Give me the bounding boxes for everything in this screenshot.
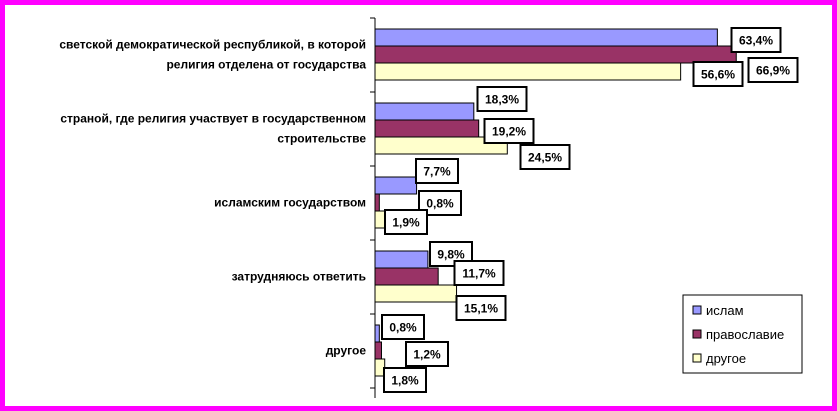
data-label-text: 1,8% <box>391 374 419 388</box>
data-label-box <box>405 341 449 367</box>
data-label: 0,8% <box>418 190 462 216</box>
category-labels: светской демократической республикой, в … <box>59 38 366 358</box>
data-label-box <box>455 295 507 321</box>
legend-swatch <box>692 305 702 315</box>
data-label-box <box>381 314 425 340</box>
bar-islam <box>374 324 380 343</box>
bar-islam <box>374 176 418 195</box>
category-axis <box>370 17 376 398</box>
category-label: затрудняюсь ответить <box>232 270 366 284</box>
data-label-box <box>476 86 528 112</box>
bar-islam <box>374 102 475 121</box>
bar-orthodoxy <box>374 119 480 138</box>
data-label-text: 1,9% <box>392 216 420 230</box>
data-label-box <box>415 158 459 184</box>
category-label: страной, где религия участвует в государ… <box>60 112 366 126</box>
data-label-box <box>383 367 427 393</box>
data-label-text: 18,3% <box>485 93 519 107</box>
data-label: 56,6% <box>692 61 744 87</box>
category-label: светской демократической республикой, в … <box>59 38 366 52</box>
data-label-box <box>519 144 571 170</box>
data-label-text: 11,7% <box>462 267 496 281</box>
legend-label: ислам <box>706 303 744 318</box>
legend-box <box>682 294 803 374</box>
data-label: 15,1% <box>455 295 507 321</box>
data-label-box <box>418 190 462 216</box>
data-label-text: 0,8% <box>389 321 417 335</box>
data-label-text: 15,1% <box>464 302 498 316</box>
data-label-box <box>730 27 782 53</box>
data-labels: 63,4% 66,9% 56,6% 18,3% 19,2%24,5% 7,7% 0,8% 1,… <box>381 27 799 393</box>
bar-orthodoxy <box>374 267 439 286</box>
data-label-box <box>453 260 505 286</box>
category-label: другое <box>326 344 367 358</box>
data-label-box <box>483 118 535 144</box>
data-label-box <box>384 209 428 235</box>
legend-label: православие <box>706 327 784 342</box>
bar-orthodoxy <box>374 45 737 64</box>
bar-other <box>374 210 386 229</box>
data-label-box <box>747 57 799 83</box>
bar-other <box>374 62 682 81</box>
bars-layer <box>374 28 737 377</box>
legend-swatch <box>692 353 702 363</box>
bar-islam <box>374 28 718 47</box>
bar-other <box>374 284 458 303</box>
data-label-text: 56,6% <box>701 68 735 82</box>
category-label: исламским государством <box>214 196 366 210</box>
data-label-text: 1,2% <box>413 348 441 362</box>
data-label: 63,4% <box>730 27 782 53</box>
data-label: 1,2% <box>405 341 449 367</box>
category-label: религия отделена от государства <box>166 58 366 72</box>
data-label: 24,5% <box>519 144 571 170</box>
bar-orthodoxy <box>374 193 380 212</box>
data-label-text: 7,7% <box>423 165 451 179</box>
data-label: 19,2% <box>483 118 535 144</box>
data-label-text: 9,8% <box>437 248 465 262</box>
legend-swatch <box>692 329 702 339</box>
data-label-text: 63,4% <box>739 34 773 48</box>
legend-label: другое <box>706 351 746 366</box>
data-label-box <box>692 61 744 87</box>
category-label: строительстве <box>277 132 366 146</box>
data-label: 7,7% <box>415 158 459 184</box>
data-label: 0,8% <box>381 314 425 340</box>
data-label-text: 0,8% <box>426 197 454 211</box>
data-label-text: 66,9% <box>756 64 790 78</box>
legend: ислам православие другое <box>682 294 803 374</box>
data-label: 1,9% <box>384 209 428 235</box>
data-label: 66,9% <box>747 57 799 83</box>
data-label: 11,7% <box>453 260 505 286</box>
data-label-text: 19,2% <box>492 125 526 139</box>
bar-islam <box>374 250 429 269</box>
data-label-text: 24,5% <box>528 151 562 165</box>
bar-orthodoxy <box>374 341 382 360</box>
data-label: 18,3% <box>476 86 528 112</box>
data-label: 1,8% <box>383 367 427 393</box>
